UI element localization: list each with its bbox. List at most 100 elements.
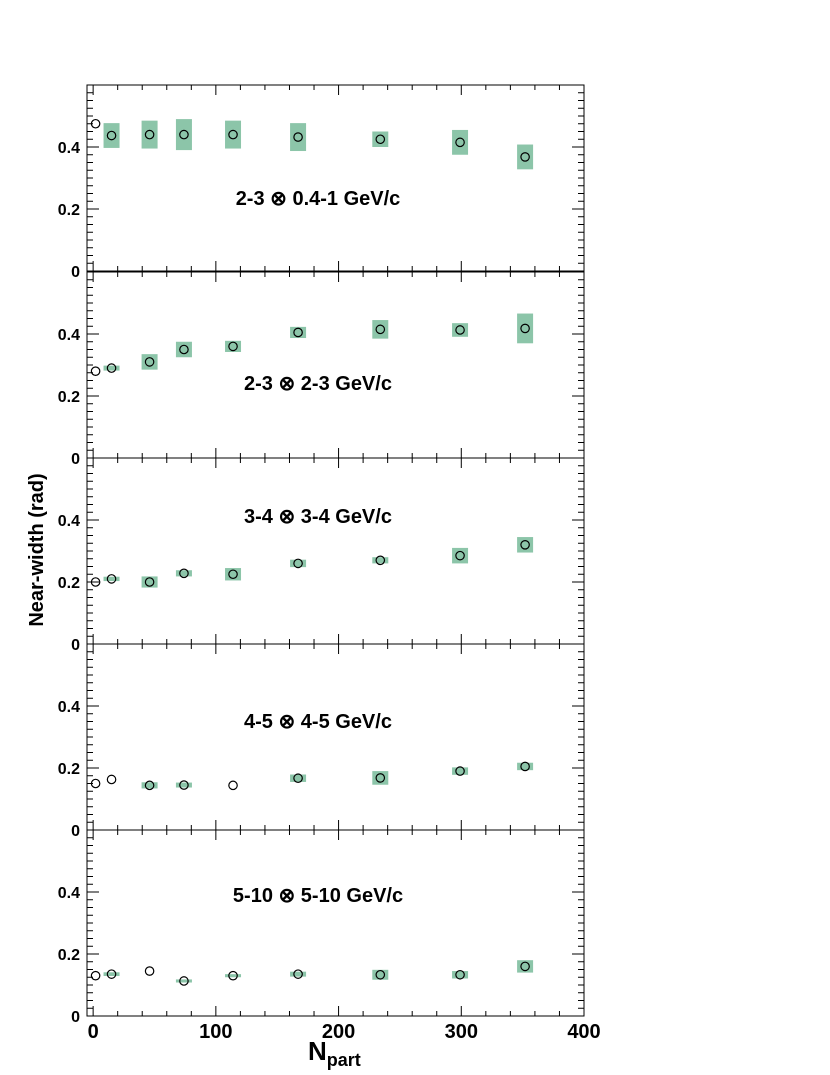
sys-error-box: [175, 570, 192, 577]
panel-4: 0 0.2 0.4 4-5 ⊗ 4-5 GeV/c: [58, 643, 585, 840]
x-axis-title: Npart: [308, 1036, 361, 1070]
y-tick-label: 0.4: [58, 140, 80, 157]
y-tick-label: 0: [71, 264, 80, 281]
data-point: [90, 366, 101, 376]
data-point: [228, 341, 238, 352]
data-point: [228, 780, 238, 791]
data-point: [520, 323, 530, 334]
y-tick-label: 0.4: [58, 327, 80, 344]
data-point: [228, 569, 238, 580]
panel-frame: [86, 829, 585, 1017]
data-point: [228, 129, 238, 140]
y-tick-label: 0: [71, 823, 80, 840]
data-point: [179, 344, 189, 355]
panel-frame: [86, 643, 585, 831]
y-tick-label: 0: [71, 1009, 80, 1026]
data-point: [90, 970, 101, 981]
y-tick-label: 0.4: [58, 513, 80, 530]
sys-error-box: [517, 762, 534, 771]
sys-error-box: [290, 774, 307, 782]
sys-error-box: [103, 123, 120, 148]
y-tick-label: 0.2: [58, 575, 80, 592]
data-point: [144, 577, 155, 587]
data-point: [106, 130, 117, 141]
y-tick-label: 0: [71, 451, 80, 468]
data-point: [144, 966, 155, 976]
y-tick-label: 0.4: [58, 885, 80, 902]
panel-1: 0 0.2 0.4 2-3 ⊗ 0.4-1 GeV/c: [58, 84, 585, 281]
y-tick-label: 0.2: [58, 761, 80, 778]
sys-error-box: [452, 971, 469, 979]
sys-error-box: [175, 341, 192, 358]
data-point: [293, 132, 303, 142]
sys-error-box: [290, 123, 307, 152]
data-point: [455, 325, 465, 335]
sys-error-box: [103, 576, 120, 582]
sys-error-box: [225, 340, 242, 352]
panel-frame: [86, 271, 585, 459]
sys-error-box: [517, 537, 534, 553]
data-point: [90, 577, 101, 587]
x-axis-title-main: N: [308, 1036, 327, 1066]
data-point: [375, 773, 386, 783]
sys-error-box: [517, 313, 534, 344]
panel-label: 4-5 ⊗ 4-5 GeV/c: [244, 711, 392, 733]
sys-error-box: [141, 120, 158, 149]
panel-label: 2-3 ⊗ 2-3 GeV/c: [244, 373, 392, 395]
y-tick-label: 0.2: [58, 202, 80, 219]
sys-error-box: [290, 326, 307, 339]
sys-error-box: [517, 960, 534, 973]
panel-frame: [86, 84, 585, 272]
data-point: [179, 976, 189, 986]
data-point: [293, 327, 303, 338]
data-point: [179, 568, 189, 579]
data-point: [90, 118, 101, 129]
data-point: [520, 539, 530, 550]
panel-label: 3-4 ⊗ 3-4 GeV/c: [244, 506, 392, 528]
sys-error-box: [225, 568, 242, 581]
data-point: [293, 969, 303, 979]
data-point: [106, 363, 117, 373]
sys-error-box: [175, 782, 192, 788]
data-point: [293, 773, 303, 784]
sys-error-box: [141, 576, 158, 588]
sys-error-box: [372, 320, 389, 339]
data-point: [455, 137, 465, 148]
x-tick-label: 0: [88, 1021, 99, 1043]
sys-error-box: [372, 557, 389, 564]
panel-3: 0 0.2 0.4 3-4 ⊗ 3-4 GeV/c: [58, 457, 585, 654]
data-point: [106, 774, 117, 785]
data-point: [144, 129, 155, 140]
sys-error-box: [452, 767, 469, 775]
sys-error-box: [372, 771, 389, 785]
panel-5: 0 0.2 0.4 5-10 ⊗ 5-10 GeV/c: [58, 829, 585, 1026]
sys-error-box: [452, 129, 469, 155]
data-point: [228, 970, 238, 981]
x-axis-title-sub: part: [327, 1050, 361, 1070]
data-point: [90, 778, 101, 789]
y-tick-label: 0.2: [58, 389, 80, 406]
y-tick-label: 0.4: [58, 699, 80, 716]
x-tick-label: 400: [567, 1021, 600, 1043]
sys-error-box: [225, 974, 242, 978]
data-point: [375, 324, 386, 335]
sys-error-box: [225, 120, 242, 149]
panel-label: 2-3 ⊗ 0.4-1 GeV/c: [236, 188, 401, 210]
sys-error-box: [103, 972, 120, 977]
data-point: [520, 761, 530, 772]
sys-error-box: [452, 323, 469, 337]
sys-error-box: [290, 971, 307, 977]
y-tick-label: 0.2: [58, 947, 80, 964]
panel-frame: [86, 457, 585, 645]
data-point: [144, 780, 155, 791]
data-point: [375, 134, 386, 145]
sys-error-box: [103, 365, 120, 371]
data-point: [179, 780, 189, 790]
x-tick-labels: 0 100 200 300 400: [88, 1021, 601, 1043]
panels-group: 0 0.2 0.4 2-3 ⊗ 0.4-1 GeV/c 0 0.2 0.4 2-3 ⊗ 2-3…: [58, 84, 585, 1026]
sys-error-box: [452, 547, 469, 564]
sys-error-box: [290, 559, 307, 568]
data-point: [106, 574, 117, 584]
sys-error-box: [175, 979, 192, 983]
